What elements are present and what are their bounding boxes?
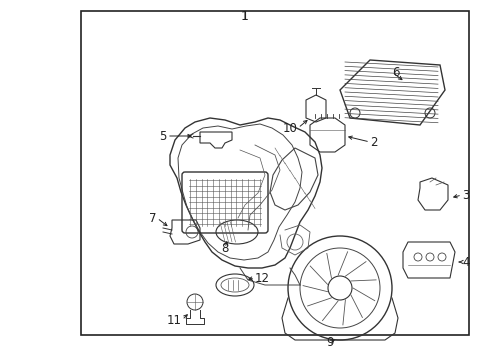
Text: 12: 12 (254, 271, 269, 284)
Text: 8: 8 (221, 242, 228, 255)
Text: 9: 9 (325, 336, 333, 348)
Text: 7: 7 (149, 212, 157, 225)
Text: 2: 2 (369, 135, 377, 149)
Text: 1: 1 (241, 10, 248, 23)
Text: 3: 3 (461, 189, 468, 202)
Text: 11: 11 (167, 314, 182, 327)
Text: 4: 4 (461, 256, 468, 269)
Text: 10: 10 (283, 122, 297, 135)
Bar (81, 11, 468, 335)
Text: 6: 6 (391, 66, 399, 78)
Text: 5: 5 (159, 130, 167, 143)
